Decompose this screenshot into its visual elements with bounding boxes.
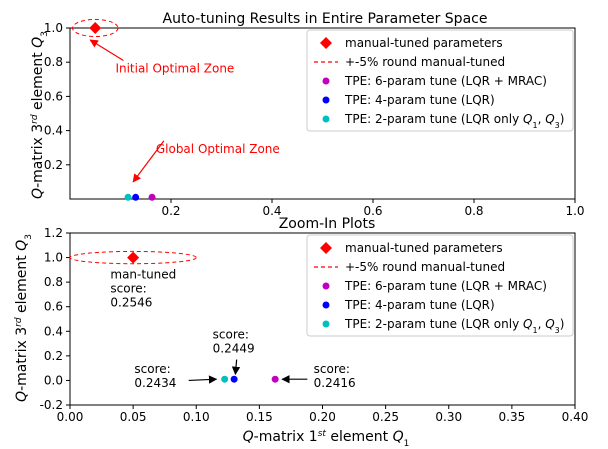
x-tick-label: 0.2 xyxy=(161,204,180,218)
y-tick-label: 1.0 xyxy=(44,21,63,35)
annotation-arrow xyxy=(188,375,218,384)
y-axis-label: Q-matrix 3rd element Q3 xyxy=(14,234,34,402)
legend-frame xyxy=(306,234,574,337)
top-chart: Auto-tuning Results in Entire Parameter … xyxy=(30,11,585,218)
manual-tuned-point xyxy=(127,251,140,264)
tpe-point xyxy=(148,193,156,201)
legend-marker-diamond xyxy=(320,242,332,254)
annotation-text: score: xyxy=(134,362,170,376)
x-tick-label: 0.20 xyxy=(309,410,336,424)
y-tick-label: 1.0 xyxy=(44,251,63,265)
tolerance-ellipse xyxy=(72,18,119,38)
annotation-text: Global Optimal Zone xyxy=(156,142,280,156)
legend-label: TPE: 4-param tune (LQR) xyxy=(344,93,495,107)
x-tick-label: 0.10 xyxy=(183,410,210,424)
legend-marker-circle xyxy=(322,282,330,290)
y-tick-label: 0.2 xyxy=(44,158,63,172)
legend-label: TPE: 2-param tune (LQR only Q1, Q3) xyxy=(344,317,564,335)
annotation-text: 0.2449 xyxy=(213,342,255,356)
y-tick-label: 0.8 xyxy=(44,275,63,289)
x-axis-label: Q-matrix 1st element Q1 xyxy=(243,429,410,449)
tpe-point xyxy=(271,375,279,383)
legend-marker-circle xyxy=(322,96,330,104)
plot-area: 0.2 0.4 0.6 0.8 1.0 1.0 0.8 0.6 0.4 0.2 Initial Op… xyxy=(44,18,585,218)
axes-frame xyxy=(69,27,576,200)
x-tick-label: 0.30 xyxy=(435,410,462,424)
annotation-arrow xyxy=(89,39,124,61)
legend-label: TPE: 6-param tune (LQR + MRAC) xyxy=(344,74,547,88)
x-tick-label: 0.15 xyxy=(246,410,273,424)
annotation-arrow xyxy=(132,140,165,183)
tpe-point xyxy=(230,375,238,383)
tpe-point xyxy=(221,375,229,383)
annotation-text: 0.2546 xyxy=(110,295,152,309)
y-tick-label: 0.2 xyxy=(44,349,63,363)
y-tick-label: 0.0 xyxy=(44,373,63,387)
legend-label: TPE: 2-param tune (LQR only Q1, Q3) xyxy=(344,112,564,130)
legend-frame xyxy=(306,29,574,132)
y-tick-label: 0.8 xyxy=(44,55,63,69)
x-tick-label: 0.35 xyxy=(499,410,526,424)
chart-title: Zoom-In Plots xyxy=(279,216,376,232)
annotation-text: 0.2416 xyxy=(314,376,356,390)
plot-area: 0.00 0.05 0.10 0.15 0.20 0.25 0.30 0.35 0.40 1.2 1… xyxy=(40,226,589,424)
chart-title: Auto-tuning Results in Entire Parameter … xyxy=(163,11,488,27)
tpe-point xyxy=(132,193,140,201)
legend-marker-diamond xyxy=(320,37,332,49)
x-tick-label: 0.6 xyxy=(363,204,382,218)
y-tick-label: 0.4 xyxy=(44,124,63,138)
legend-label: manual-tuned parameters xyxy=(345,241,503,255)
legend-label: manual-tuned parameters xyxy=(345,36,503,50)
legend: manual-tuned parameters +-5% round manual… xyxy=(306,29,574,132)
annotation-text: score: xyxy=(110,281,146,295)
annotation-text: score: xyxy=(314,362,350,376)
tpe-point xyxy=(124,193,132,201)
legend-label: +-5% round manual-tuned xyxy=(345,55,505,69)
legend-marker-circle xyxy=(322,115,330,123)
x-tick-label: 0.4 xyxy=(262,204,281,218)
annotation-text: man-tuned xyxy=(110,267,176,281)
annotation-text: Initial Optimal Zone xyxy=(115,61,234,75)
bottom-chart: Zoom-In Plots Q-matrix 3rd element Q3 Q-… xyxy=(14,216,588,449)
y-tick-label: 0.4 xyxy=(44,324,63,338)
legend-marker-circle xyxy=(322,320,330,328)
y-tick-label: 0.6 xyxy=(44,89,63,103)
legend-label: TPE: 4-param tune (LQR) xyxy=(344,298,495,312)
legend-marker-circle xyxy=(322,77,330,85)
legend-marker-circle xyxy=(322,301,330,309)
svg-text:Q-matrix 3rd element Q3: Q-matrix 3rd element Q3 xyxy=(30,31,50,199)
y-tick-label: -0.2 xyxy=(40,398,63,412)
legend: manual-tuned parameters +-5% round manual… xyxy=(306,234,574,337)
annotation-text: 0.2434 xyxy=(134,376,176,390)
y-tick-label: 0.6 xyxy=(44,300,63,314)
x-tick-label: 0.00 xyxy=(57,410,84,424)
y-axis-label: Q-matrix 3rd element Q3 xyxy=(30,31,50,199)
x-tick-label: 0.25 xyxy=(372,410,399,424)
annotation-arrow xyxy=(231,359,241,376)
x-tick-label: 1.0 xyxy=(565,204,584,218)
svg-text:Q-matrix 3rd element Q3: Q-matrix 3rd element Q3 xyxy=(14,234,34,402)
annotation-text: score: xyxy=(213,328,249,342)
y-tick-label: 1.2 xyxy=(44,226,63,240)
legend-label: TPE: 6-param tune (LQR + MRAC) xyxy=(344,279,547,293)
legend-label: +-5% round manual-tuned xyxy=(345,260,505,274)
x-tick-label: 0.40 xyxy=(562,410,589,424)
x-tick-label: 0.8 xyxy=(464,204,483,218)
tolerance-ellipse xyxy=(69,250,197,265)
manual-tuned-point xyxy=(89,22,102,34)
x-tick-label: 0.05 xyxy=(120,410,147,424)
